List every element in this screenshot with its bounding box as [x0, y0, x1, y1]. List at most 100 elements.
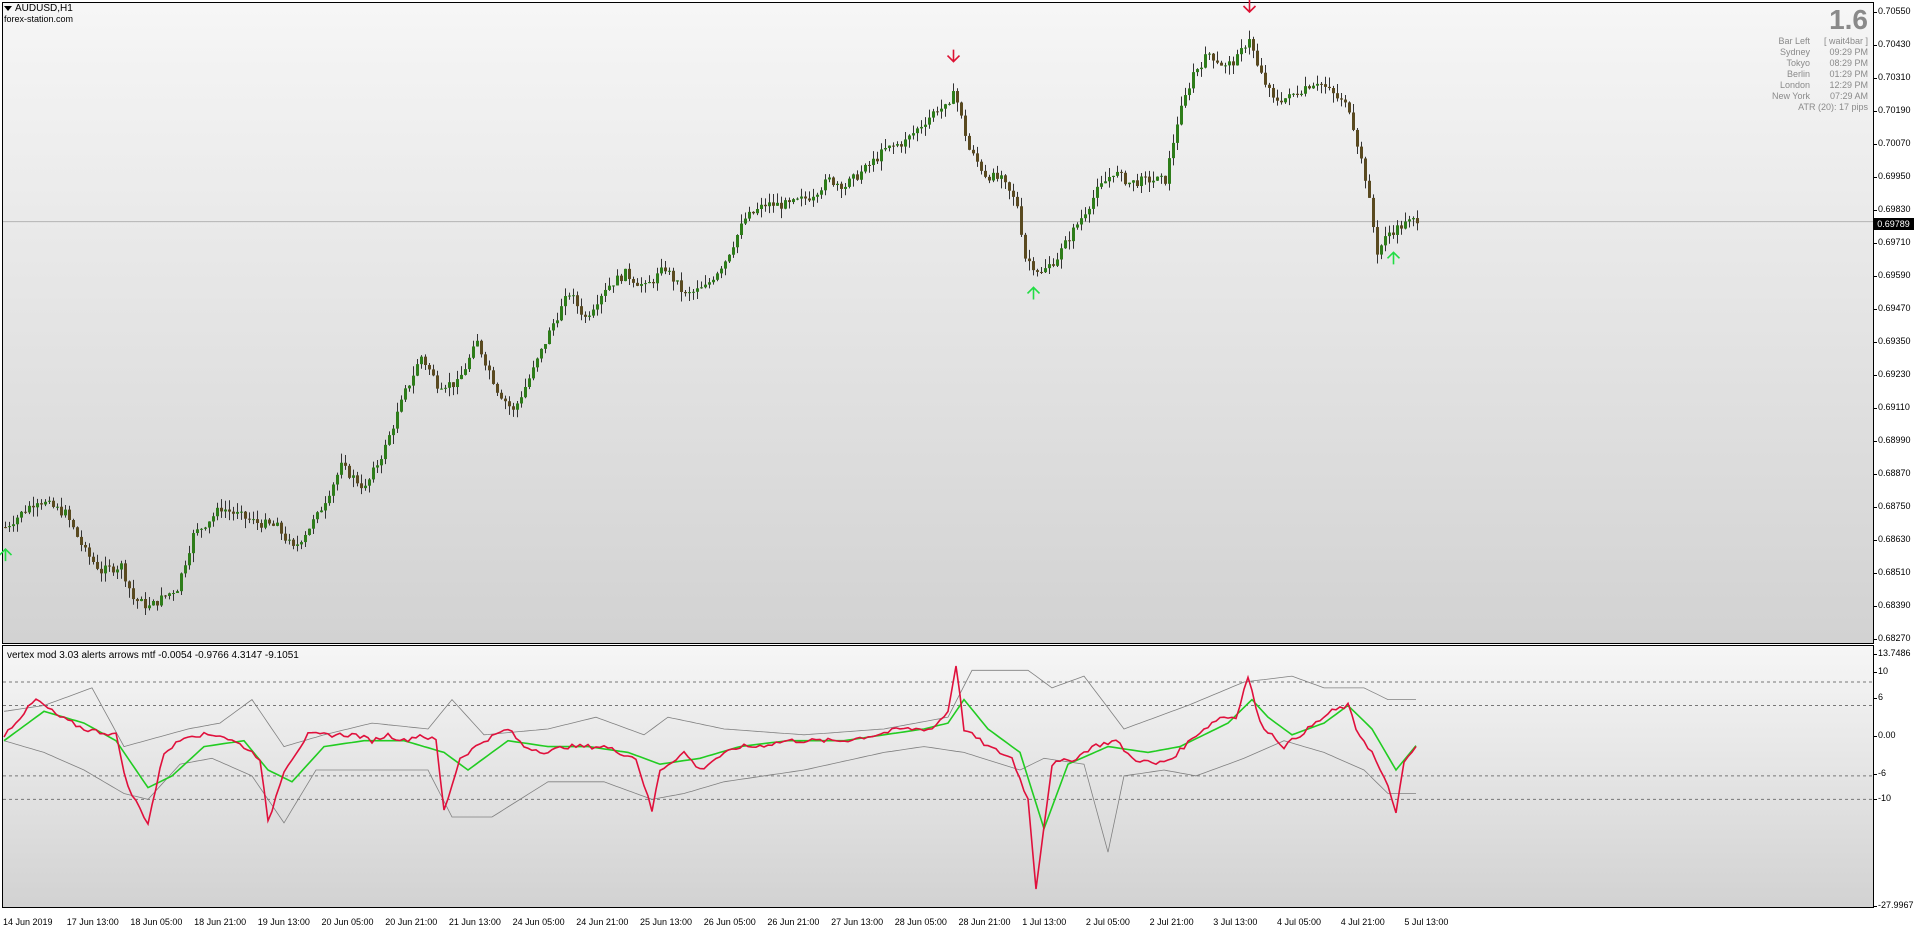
candle-body	[248, 518, 251, 520]
candle-body	[956, 91, 959, 103]
candle-body	[264, 519, 267, 528]
candle-body	[444, 387, 447, 389]
candle-body	[28, 505, 31, 513]
candle-body	[716, 273, 719, 280]
time-tick-label: 24 Jun 05:00	[512, 917, 565, 927]
indicator-tick-label: -27.9967	[1873, 900, 1914, 910]
candle-body	[1132, 180, 1135, 183]
symbol-label: AUDUSD,H1	[15, 3, 73, 14]
candle-body	[664, 267, 667, 272]
candle-body	[1384, 236, 1387, 246]
candle-body	[336, 474, 339, 485]
candle-body	[280, 522, 283, 534]
chevron-down-icon[interactable]	[4, 5, 12, 11]
time-tick-label: 24 Jun 21:00	[576, 917, 629, 927]
candle-body	[1212, 53, 1215, 61]
candle-body	[988, 176, 991, 181]
candle-body	[1304, 86, 1307, 94]
candle-body	[376, 465, 379, 468]
indicator-panel[interactable]	[2, 645, 1874, 908]
price-tick-label: 0.70310	[1873, 72, 1911, 82]
candle-body	[900, 144, 903, 147]
candle-body	[16, 517, 19, 525]
candle-body	[1028, 258, 1031, 262]
candle-body	[472, 346, 475, 358]
candle-body	[1320, 83, 1323, 85]
candle-body	[1332, 88, 1335, 94]
candle-body	[560, 306, 563, 321]
candle-body	[96, 561, 99, 569]
candle-body	[696, 288, 699, 292]
candle-body	[792, 199, 795, 203]
candle-body	[688, 292, 691, 294]
candle-body	[1172, 142, 1175, 159]
candle-body	[616, 275, 619, 286]
time-tick-label: 26 Jun 21:00	[767, 917, 820, 927]
candle-body	[976, 153, 979, 162]
candle-body	[160, 595, 163, 606]
candle-body	[648, 281, 651, 284]
info-row: Berlin 01:29 PM	[1740, 69, 1868, 80]
time-tick-label: 3 Jul 13:00	[1213, 917, 1258, 927]
candle-body	[1220, 62, 1223, 66]
price-tick-label: 0.68750	[1873, 501, 1911, 511]
candle-body	[1168, 158, 1171, 184]
candle-body	[1228, 61, 1231, 66]
candle-body	[308, 528, 311, 535]
candle-body	[364, 485, 367, 489]
candle-body	[524, 386, 527, 398]
candle-body	[1252, 39, 1255, 51]
candle-body	[292, 539, 295, 546]
candle-body	[1272, 87, 1275, 98]
candle-body	[1316, 83, 1319, 86]
candle-body	[204, 527, 207, 529]
candle-body	[1180, 105, 1183, 125]
price-tick-label: 0.68990	[1873, 435, 1911, 445]
candle-body	[428, 365, 431, 370]
candle-body	[520, 397, 523, 404]
candle-body	[1060, 248, 1063, 260]
candle-body	[912, 133, 915, 136]
candle-body	[432, 369, 435, 376]
indicator-line	[3, 665, 1417, 890]
candle-body	[192, 533, 195, 554]
candle-body	[44, 501, 47, 505]
candle-body	[216, 507, 219, 517]
candle-body	[480, 340, 483, 355]
candle-body	[200, 528, 203, 530]
candle-body	[1160, 175, 1163, 177]
candle-body	[1200, 67, 1203, 70]
price-tick-label: 0.68510	[1873, 567, 1911, 577]
candle-body	[1164, 175, 1167, 184]
candle-body	[1036, 270, 1039, 272]
candle-body	[756, 208, 759, 214]
candle-body	[820, 190, 823, 195]
indicator-tick-label: 0.00	[1873, 730, 1896, 740]
time-tick-label: 4 Jul 05:00	[1277, 917, 1322, 927]
candle-body	[1408, 219, 1411, 222]
time-tick-label: 18 Jun 05:00	[130, 917, 183, 927]
candle-body	[60, 506, 63, 516]
candle-body	[544, 344, 547, 349]
candle-body	[928, 117, 931, 125]
candle-body	[1364, 158, 1367, 181]
candle-body	[20, 511, 23, 518]
candle-body	[1280, 100, 1283, 103]
candle-body	[188, 553, 191, 566]
candle-body	[1112, 175, 1115, 177]
candle-body	[720, 268, 723, 274]
candle-body	[1240, 48, 1243, 55]
candle-body	[1388, 232, 1391, 237]
candle-body	[828, 177, 831, 180]
candle-body	[748, 211, 751, 219]
candle-body	[1196, 69, 1199, 73]
candle-body	[864, 164, 867, 172]
candle-body	[984, 170, 987, 177]
candle-body	[164, 595, 167, 597]
candle-body	[824, 179, 827, 191]
candle-body	[684, 291, 687, 294]
candle-body	[876, 158, 879, 162]
candle-body	[64, 509, 67, 516]
price-tick-label: 0.69830	[1873, 204, 1911, 214]
